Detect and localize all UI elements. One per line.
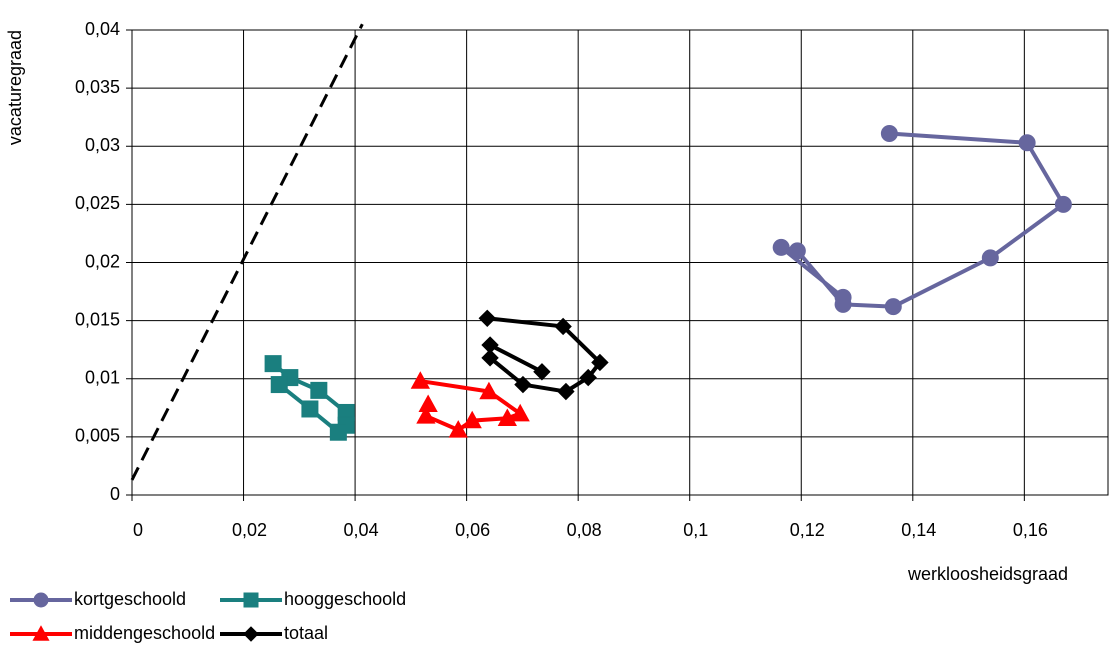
marker	[557, 382, 575, 401]
legend-label: middengeschoold	[74, 623, 215, 643]
marker	[579, 368, 597, 387]
marker	[481, 336, 499, 354]
marker	[478, 309, 496, 328]
x-axis-title: werkloosheidsgraad	[907, 564, 1068, 584]
marker	[270, 376, 288, 394]
legend-label: kortgeschoold	[74, 589, 186, 609]
marker	[479, 381, 499, 400]
marker	[834, 288, 852, 306]
legend-marker	[243, 592, 259, 608]
marker	[514, 375, 532, 394]
y-axis-title: vacaturegraad	[5, 30, 25, 145]
y-tick-label: 0,01	[85, 368, 120, 388]
x-tick-label: 0,04	[344, 520, 379, 540]
marker	[510, 403, 530, 422]
y-tick-label: 0,035	[75, 77, 120, 97]
y-tick-label: 0,015	[75, 309, 120, 329]
reference-line	[130, 23, 364, 481]
marker	[310, 381, 328, 399]
y-tick-label: 0	[110, 484, 120, 504]
legend-label: totaal	[284, 623, 328, 643]
marker	[497, 408, 517, 426]
marker	[880, 124, 898, 142]
marker	[788, 242, 806, 260]
marker	[884, 298, 902, 316]
y-tick-label: 0,03	[85, 135, 120, 155]
marker	[1018, 134, 1036, 152]
x-tick-label: 0,02	[232, 520, 267, 540]
x-tick-label: 0,14	[901, 520, 936, 540]
legend-marker	[33, 592, 49, 608]
marker	[301, 400, 319, 418]
marker	[462, 410, 482, 429]
marker	[416, 406, 436, 424]
x-tick-label: 0,1	[683, 520, 708, 540]
x-tick-label: 0,08	[567, 520, 602, 540]
y-tick-label: 0,005	[75, 426, 120, 446]
legend-label: hooggeschoold	[284, 589, 406, 609]
legend-marker	[32, 625, 50, 641]
y-tick-label: 0,04	[85, 19, 120, 39]
legend-marker	[243, 626, 259, 642]
marker	[418, 394, 438, 413]
marker	[481, 349, 499, 367]
marker	[591, 353, 609, 372]
marker	[554, 317, 572, 336]
marker	[264, 355, 282, 373]
y-tick-label: 0,025	[75, 193, 120, 213]
x-tick-label: 0,12	[790, 520, 825, 540]
y-tick-label: 0,02	[85, 251, 120, 271]
marker	[533, 363, 551, 381]
marker	[329, 423, 347, 441]
x-tick-label: 0,06	[455, 520, 490, 540]
marker	[1054, 195, 1072, 213]
x-tick-label: 0	[133, 520, 143, 540]
x-tick-label: 0,16	[1013, 520, 1048, 540]
marker	[410, 371, 430, 389]
marker	[981, 249, 999, 267]
marker	[772, 238, 790, 256]
marker	[448, 420, 468, 438]
